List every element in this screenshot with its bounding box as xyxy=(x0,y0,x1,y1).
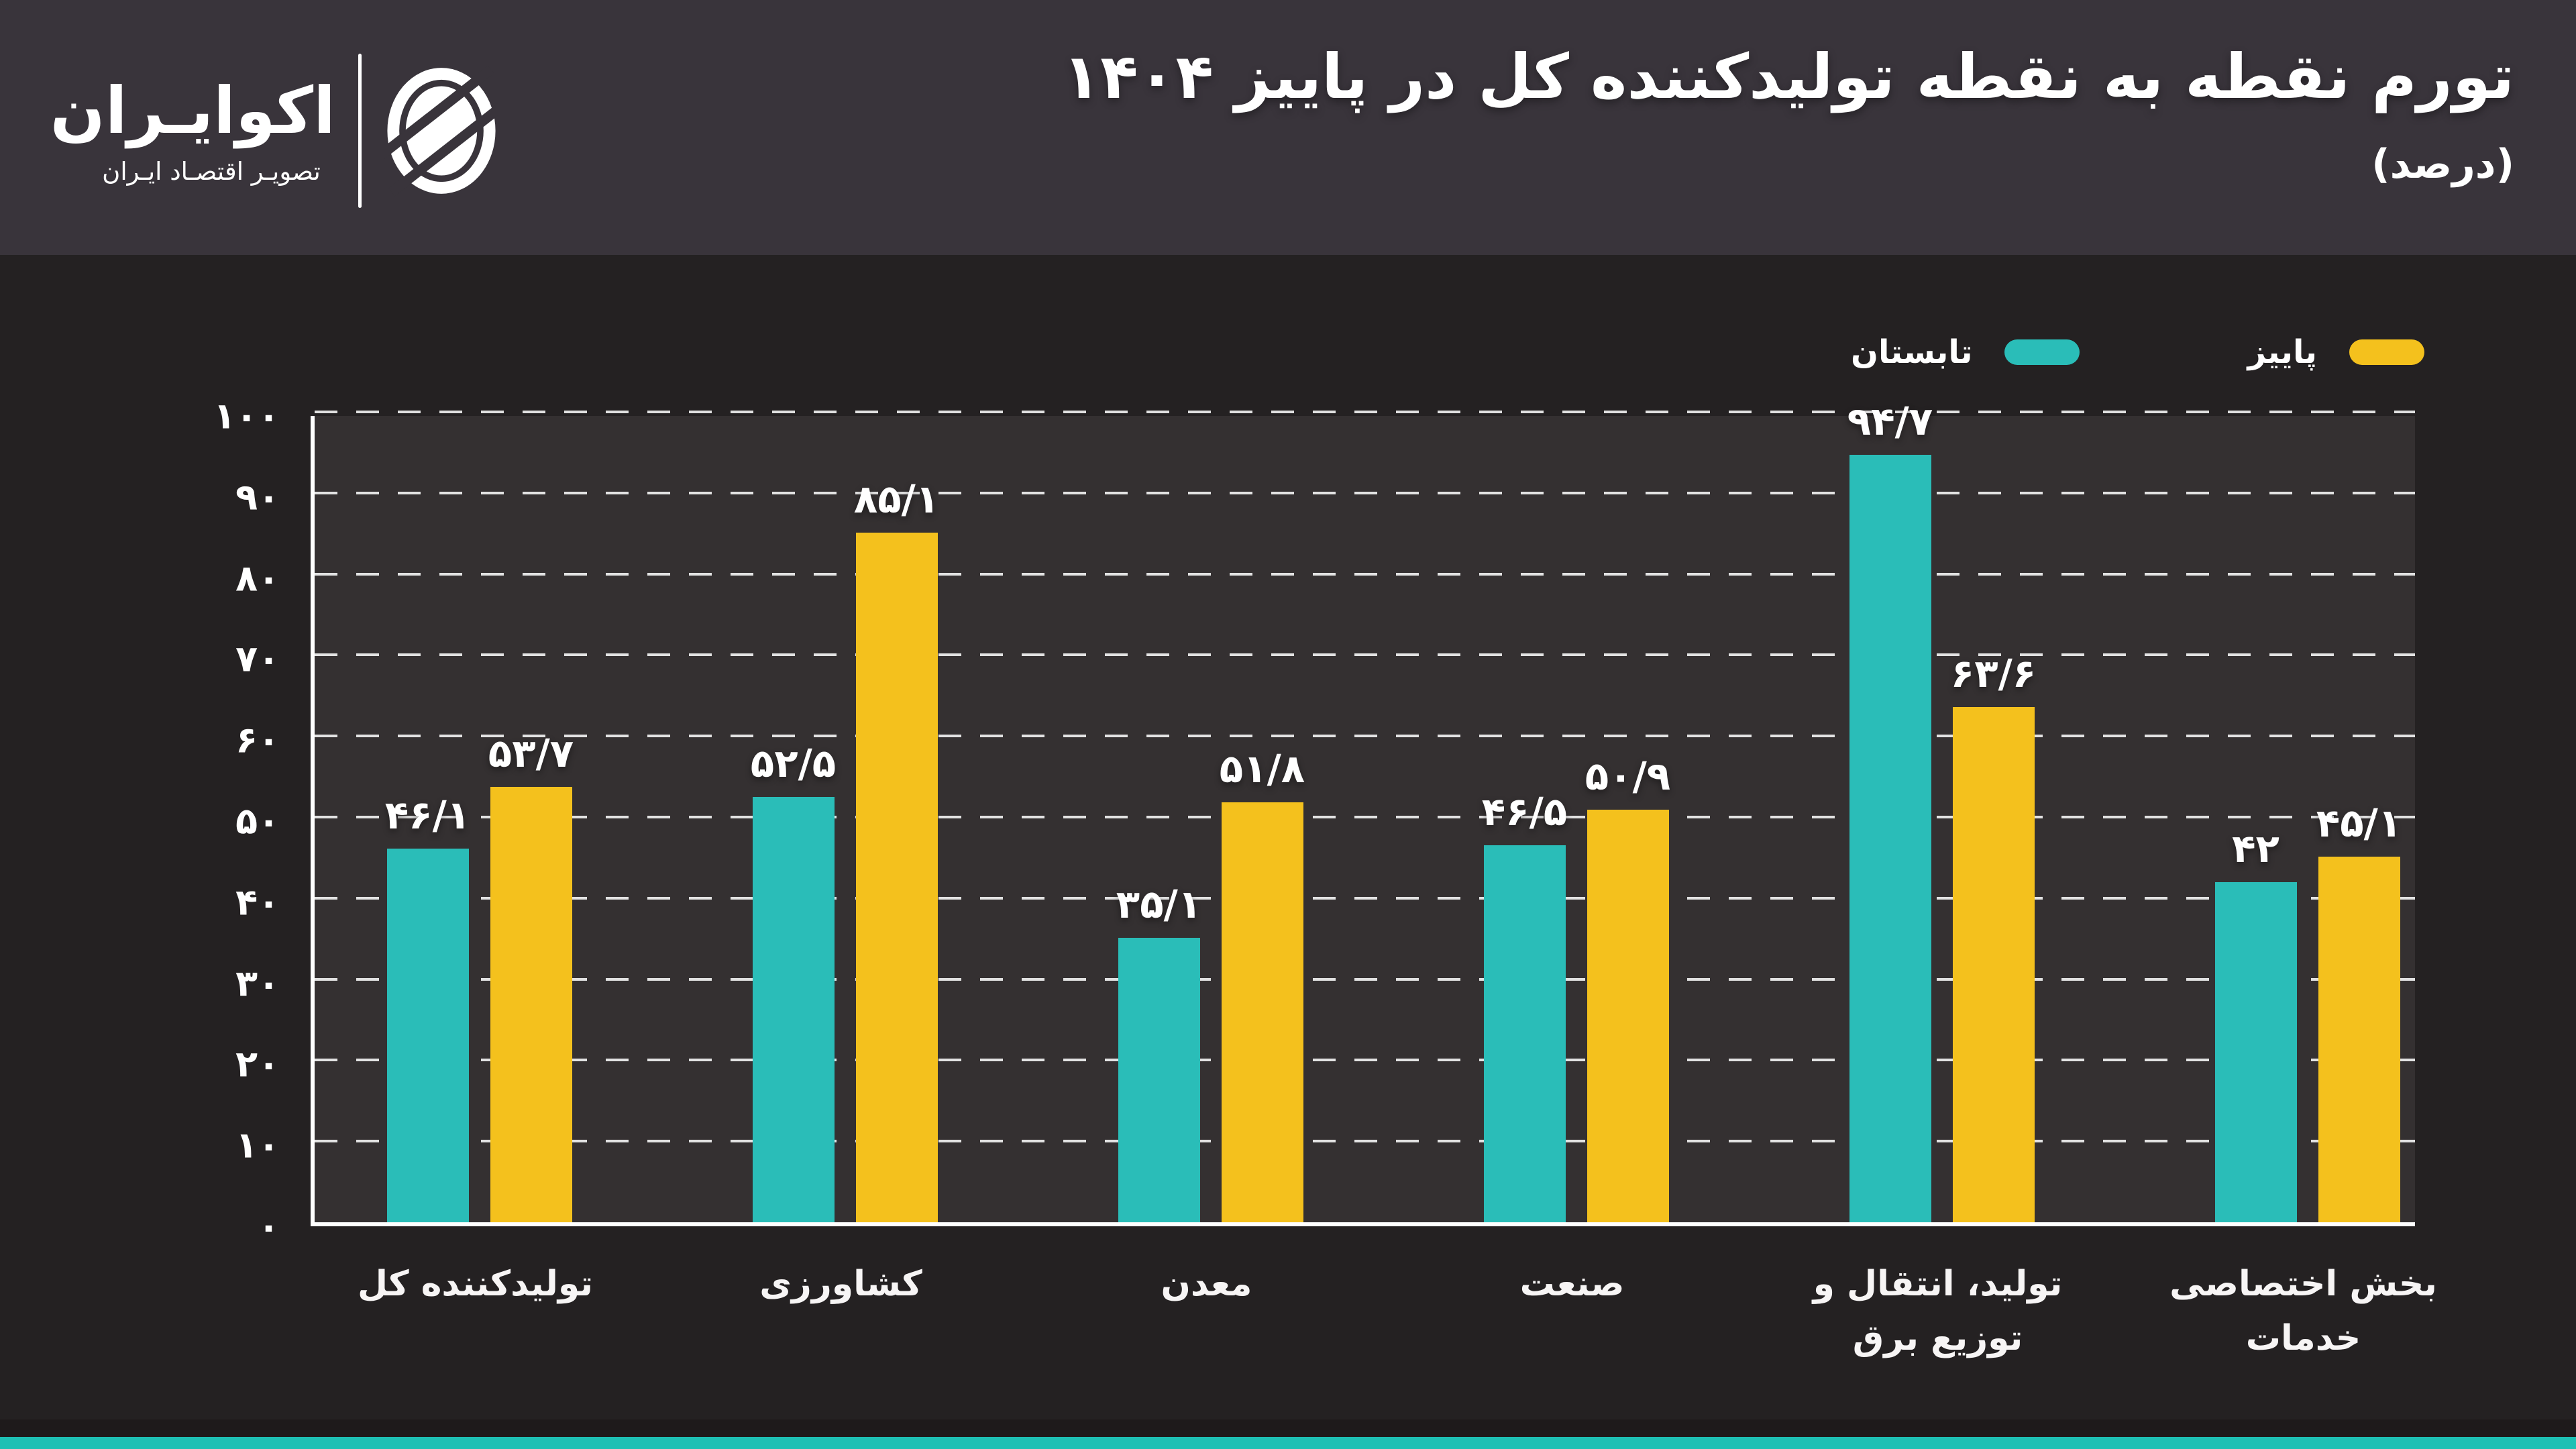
gridline xyxy=(315,653,2415,657)
bar-group-2: ۳۵/۱ ۵۱/۸ xyxy=(1028,416,1393,1222)
bar-value-label: ۵۱/۸ xyxy=(1219,746,1305,792)
category-label-2: معدن xyxy=(1161,1264,1252,1304)
brand-title: اکوایـران xyxy=(50,72,335,148)
bar-value-label: ۸۵/۱ xyxy=(853,476,940,522)
brand-subtitle: تصویـر اقتصـاد ایـران xyxy=(102,157,321,186)
footer-dark-band xyxy=(0,1419,2576,1437)
legend-label-summer: تابستان xyxy=(1850,333,1973,371)
brand-divider xyxy=(358,54,362,208)
bar-autumn-3: ۵۰/۹ xyxy=(1585,753,1670,1222)
y-tick-label: ۰ xyxy=(258,1205,280,1248)
bar-value-label: ۴۲ xyxy=(2232,825,2279,871)
y-tick-label: ۱۰ xyxy=(235,1124,280,1167)
bar-group-1: ۵۲/۵ ۸۵/۱ xyxy=(662,416,1028,1222)
category-label-5: بخش اختصاصی خدمات xyxy=(2169,1264,2437,1358)
category-label-4: تولید، انتقال و توزیع برق xyxy=(1813,1264,2063,1358)
bar-summer-2: ۳۵/۱ xyxy=(1116,881,1201,1222)
bar-value-label: ۴۶/۱ xyxy=(384,792,471,839)
bar-value-label: ۳۵/۱ xyxy=(1116,881,1202,927)
y-axis-labels: ۰ ۱۰ ۲۰ ۳۰ ۴۰ ۵۰ ۶۰ ۷۰ ۸۰ ۹۰ ۱۰۰ xyxy=(0,395,296,1248)
x-axis-labels: تولیدکننده کل کشاورزی معدن صنعت تولید، انتقا… xyxy=(311,1257,2437,1418)
category-label-3: صنعت xyxy=(1519,1264,1625,1304)
header: اکوایـران تصویـر اقتصـاد ایـران تورم نقط… xyxy=(0,0,2576,255)
legend-label-autumn: پاییز xyxy=(2247,333,2317,371)
y-tick-label: ۳۰ xyxy=(235,962,280,1005)
bar-group-3: ۴۶/۵ ۵۰/۹ xyxy=(1393,416,1759,1222)
footer-teal-stripe xyxy=(0,1437,2576,1449)
gridline xyxy=(315,735,2415,738)
bar-value-label: ۶۳/۶ xyxy=(1950,650,2037,696)
bar-autumn-4: ۶۳/۶ xyxy=(1951,651,2036,1222)
gridline xyxy=(315,411,2415,413)
y-tick-label: ۹۰ xyxy=(235,476,280,519)
bar-summer-0: ۴۶/۱ xyxy=(385,792,470,1222)
plot-area: ۴۶/۱ ۵۳/۷ ۵۲/۵ ۸۵/۱ ۳۵/۱ ۵۱/۸ ۴۶/۵ ۵۰/۹ ۹۴/۷ ۶۳/۶… xyxy=(311,398,2415,1226)
bar-autumn-2: ۵۱/۸ xyxy=(1220,746,1305,1222)
gridline xyxy=(315,977,2415,981)
brand-text: اکوایـران تصویـر اقتصـاد ایـران xyxy=(50,72,335,186)
y-tick-label: ۲۰ xyxy=(235,1042,280,1085)
bar-value-label: ۴۵/۱ xyxy=(2316,800,2402,847)
y-tick-label: ۴۰ xyxy=(235,881,280,924)
legend-swatch-summer-icon xyxy=(2004,339,2080,365)
bar-group-4: ۹۴/۷ ۶۳/۶ xyxy=(1759,398,2125,1222)
page-subtitle: (درصد) xyxy=(2371,140,2514,188)
bar-autumn-1: ۸۵/۱ xyxy=(854,476,939,1222)
bar-value-label: ۹۴/۷ xyxy=(1847,398,1933,445)
brand: اکوایـران تصویـر اقتصـاد ایـران xyxy=(50,34,498,228)
brand-logo-icon xyxy=(384,44,498,218)
bar-value-label: ۵۰/۹ xyxy=(1585,753,1671,800)
y-tick-label: ۱۰۰ xyxy=(213,394,280,437)
bar-autumn-5: ۴۵/۱ xyxy=(2316,800,2402,1222)
legend-item-autumn: پاییز xyxy=(2247,333,2424,371)
legend-item-summer: تابستان xyxy=(1851,333,2080,371)
page-title: تورم نقطه به نقطه تولیدکننده کل در پاییز… xyxy=(1063,41,2514,113)
bar-value-label: ۴۶/۵ xyxy=(1481,789,1568,835)
gridline xyxy=(315,491,2415,494)
bar-group-5: ۴۲ ۴۵/۱ xyxy=(2125,416,2490,1222)
y-tick-label: ۶۰ xyxy=(235,718,280,761)
y-tick-label: ۷۰ xyxy=(235,637,280,680)
gridline xyxy=(315,1059,2415,1062)
category-label-0: تولیدکننده کل xyxy=(357,1264,594,1304)
category-label-1: کشاورزی xyxy=(759,1264,922,1304)
bar-group-0: ۴۶/۱ ۵۳/۷ xyxy=(297,416,662,1222)
bar-summer-5: ۴۲ xyxy=(2214,826,2297,1222)
gridline xyxy=(315,1140,2415,1143)
gridline xyxy=(315,896,2415,900)
gridline xyxy=(315,572,2415,576)
legend-swatch-autumn-icon xyxy=(2349,339,2424,365)
gridline xyxy=(315,816,2415,818)
bar-summer-4: ۹۴/۷ xyxy=(1847,398,1933,1222)
bar-autumn-0: ۵۳/۷ xyxy=(488,731,574,1222)
bar-value-label: ۵۲/۵ xyxy=(750,740,837,786)
bar-summer-1: ۵۲/۵ xyxy=(751,741,836,1222)
bar-value-label: ۵۳/۷ xyxy=(488,731,574,777)
legend: تابستان پاییز xyxy=(1851,333,2424,371)
y-tick-label: ۵۰ xyxy=(235,800,280,843)
y-tick-label: ۸۰ xyxy=(235,557,280,600)
title-block: تورم نقطه به نقطه تولیدکننده کل در پاییز… xyxy=(1063,42,2514,188)
bar-summer-3: ۴۶/۵ xyxy=(1482,789,1567,1222)
